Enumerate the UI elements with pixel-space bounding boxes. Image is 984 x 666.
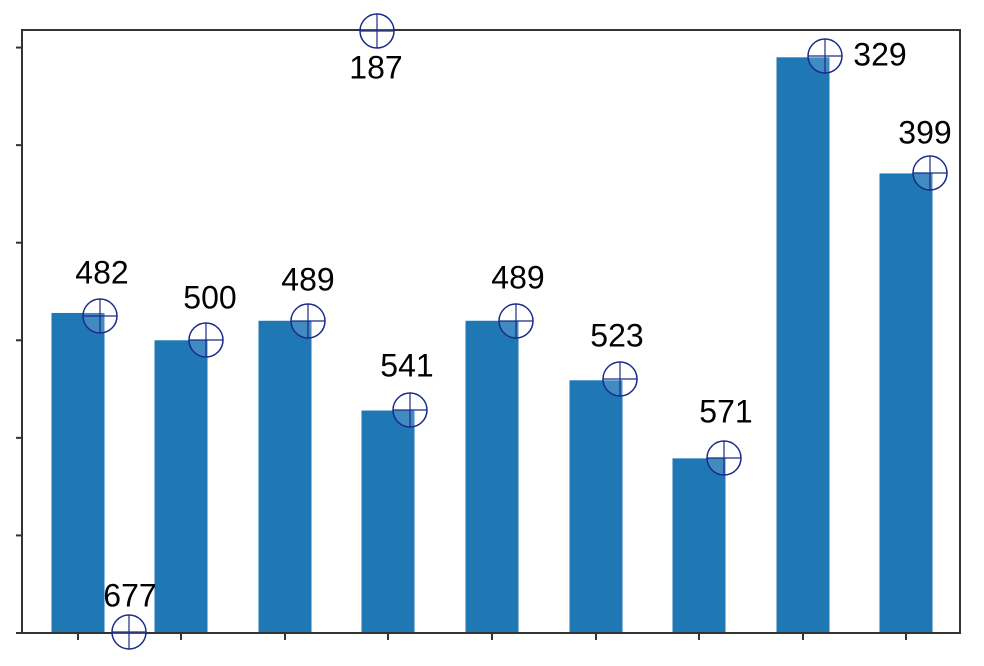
marker[interactable] — [706, 440, 742, 476]
marker-label: 329 — [853, 36, 906, 72]
marker-label: 187 — [349, 49, 402, 85]
bar — [672, 458, 726, 633]
bar — [51, 312, 105, 633]
bar — [776, 57, 830, 634]
bar — [258, 320, 312, 633]
marker-label: 489 — [281, 261, 334, 297]
marker[interactable] — [111, 614, 147, 650]
marker-label: 677 — [103, 577, 156, 613]
marker[interactable] — [188, 322, 224, 358]
marker[interactable] — [290, 303, 326, 339]
marker[interactable] — [359, 13, 395, 49]
marker[interactable] — [392, 392, 428, 428]
bar — [361, 410, 415, 633]
marker-label: 500 — [183, 279, 236, 315]
marker[interactable] — [912, 155, 948, 191]
marker[interactable] — [498, 303, 534, 339]
marker[interactable] — [602, 361, 638, 397]
marker-label: 523 — [590, 317, 643, 353]
marker-label: 489 — [491, 259, 544, 295]
bar — [465, 320, 519, 633]
marker-label: 482 — [75, 254, 128, 290]
bar — [154, 340, 208, 633]
bar — [879, 173, 933, 633]
plot-frame — [21, 29, 961, 634]
marker-label: 571 — [699, 393, 752, 429]
marker[interactable] — [82, 298, 118, 334]
marker-label: 399 — [898, 114, 951, 150]
marker[interactable] — [807, 38, 843, 74]
bar — [569, 380, 623, 633]
marker-label: 541 — [380, 347, 433, 383]
